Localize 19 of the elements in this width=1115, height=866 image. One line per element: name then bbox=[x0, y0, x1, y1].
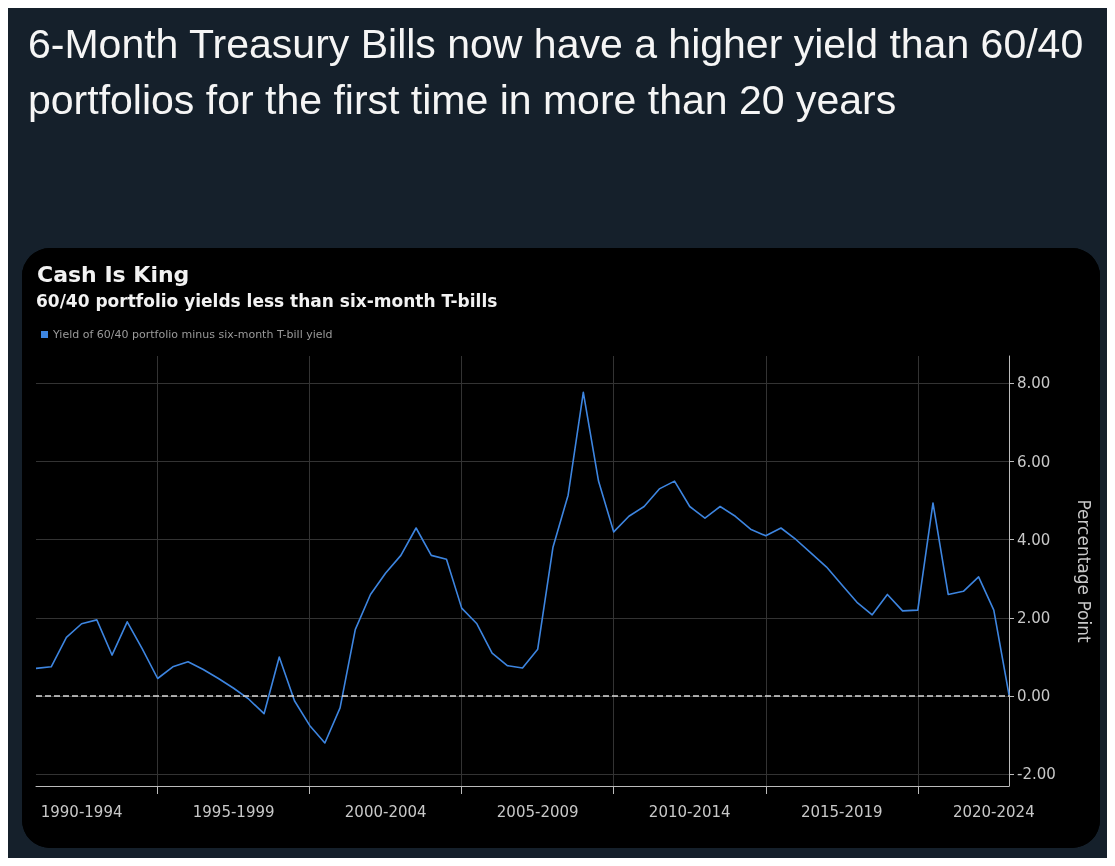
y-tick-label: 8.00 bbox=[1017, 374, 1051, 393]
x-tick-label: 2000-2004 bbox=[344, 802, 427, 821]
y-tick-label: 2.00 bbox=[1017, 608, 1051, 627]
x-tick-label: 1995-1999 bbox=[192, 802, 275, 821]
x-tick-label: 1990-1994 bbox=[40, 802, 123, 821]
x-tick-label: 2020-2024 bbox=[952, 802, 1035, 821]
chart-title: 6-Month Treasury Bills now have a higher yield than 60/40 portfolios for the first time in more than 20 years bbox=[27, 20, 1085, 125]
x-tick-label: 2015-2019 bbox=[800, 802, 883, 821]
x-tick-label: 2005-2009 bbox=[496, 802, 579, 821]
chart-subtitle: Cash Is King bbox=[37, 261, 190, 287]
legend-label: Yield of 60/40 portfolio minus six-month T-bill yield bbox=[52, 328, 333, 341]
y-tick-label: 4.00 bbox=[1017, 530, 1051, 549]
y-tick-label: 6.00 bbox=[1017, 452, 1051, 471]
text: 60/40 portfolio yields less than six-month T-bills bbox=[36, 290, 498, 311]
y-axis-title: Percentage Point bbox=[1073, 499, 1094, 643]
y-tick-label: 0.00 bbox=[1017, 687, 1051, 706]
x-tick-label: 2010-2014 bbox=[648, 802, 731, 821]
y-tick-label: -2.00 bbox=[1017, 765, 1056, 784]
line-series bbox=[35, 391, 1010, 744]
